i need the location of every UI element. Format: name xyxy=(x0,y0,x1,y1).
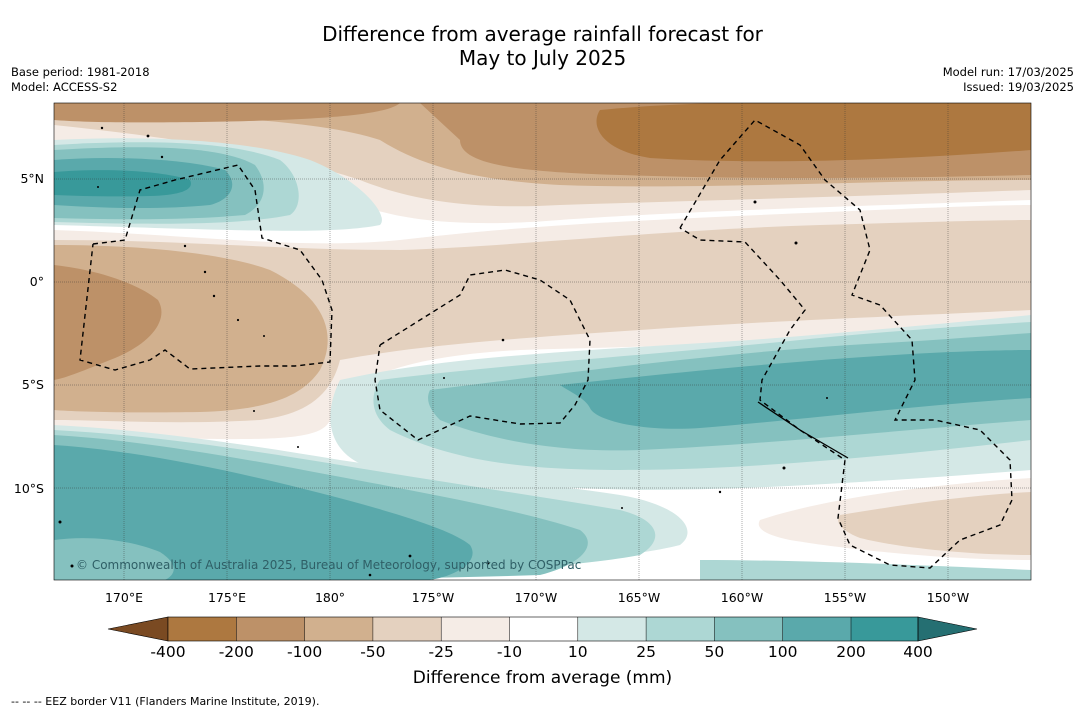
colorbar-swatch xyxy=(168,617,237,641)
lon-label: 170°W xyxy=(514,590,558,605)
base-period: Base period: 1981-2018 xyxy=(11,65,150,79)
lat-label: 10°S xyxy=(13,481,44,496)
lat-label: 5°S xyxy=(21,377,44,392)
colorbar-swatch xyxy=(646,617,715,641)
run-info: Model run: 17/03/2025 Issued: 19/03/2025 xyxy=(943,65,1074,95)
copyright-notice: © Commonwealth of Australia 2025, Bureau… xyxy=(76,558,582,572)
model-name: Model: ACCESS-S2 xyxy=(11,80,118,94)
colorbar-tick: -50 xyxy=(360,643,386,661)
colorbar-swatch xyxy=(304,617,373,641)
lon-label: 175°W xyxy=(411,590,455,605)
base-info: Base period: 1981-2018 Model: ACCESS-S2 xyxy=(11,65,150,95)
lon-label: 180° xyxy=(314,590,346,605)
colorbar-tick: -200 xyxy=(218,643,254,661)
colorbar-swatch xyxy=(714,617,783,641)
graticule xyxy=(54,103,1031,580)
title-line-2: May to July 2025 xyxy=(458,46,627,70)
colorbar-swatch xyxy=(509,617,578,641)
lon-label: 170°E xyxy=(104,590,143,605)
issued-date: Issued: 19/03/2025 xyxy=(963,80,1074,94)
islands xyxy=(58,126,828,577)
colorbar-tick: 50 xyxy=(704,643,725,661)
colorbar-tick: 25 xyxy=(636,643,656,661)
colorbar-tick: -10 xyxy=(496,643,523,661)
colorbar-left-arrow xyxy=(107,616,169,642)
eez-footnote: -- -- -- EEZ border V11 (Flanders Marine… xyxy=(11,695,320,708)
colorbar-tick: -400 xyxy=(150,643,186,661)
colorbar-tick: -100 xyxy=(287,643,323,661)
lon-label: 165°W xyxy=(617,590,661,605)
colorbar-tick: 400 xyxy=(903,643,933,661)
eez-borders xyxy=(79,119,1013,569)
colorbar-tick: 100 xyxy=(767,643,798,661)
colorbar-swatch xyxy=(782,617,851,641)
lon-label: 160°W xyxy=(720,590,764,605)
colorbar-swatch xyxy=(372,617,442,641)
colorbar-swatch xyxy=(441,617,510,641)
colorbar-swatch xyxy=(851,617,918,641)
colorbar-swatch xyxy=(577,617,647,641)
lat-label: 5°N xyxy=(20,171,44,186)
lon-label: 150°W xyxy=(926,590,970,605)
lon-label: 155°W xyxy=(823,590,867,605)
title-line-1: Difference from average rainfall forecas… xyxy=(322,22,763,46)
lon-label: 175°E xyxy=(207,590,246,605)
map-area xyxy=(54,103,1031,580)
colorbar xyxy=(107,616,978,642)
colorbar-tick: 200 xyxy=(836,643,866,661)
boundary-segment xyxy=(757,401,849,459)
colorbar-swatch xyxy=(236,617,305,641)
map-title: Difference from average rainfall forecas… xyxy=(0,22,1085,70)
colorbar-right-arrow xyxy=(917,616,978,642)
colorbar-tick: -25 xyxy=(428,643,454,661)
lat-label: 0° xyxy=(29,274,44,289)
model-run: Model run: 17/03/2025 xyxy=(942,65,1074,79)
colorbar-label: Difference from average (mm) xyxy=(412,668,673,688)
colorbar-tick: 10 xyxy=(567,643,588,661)
